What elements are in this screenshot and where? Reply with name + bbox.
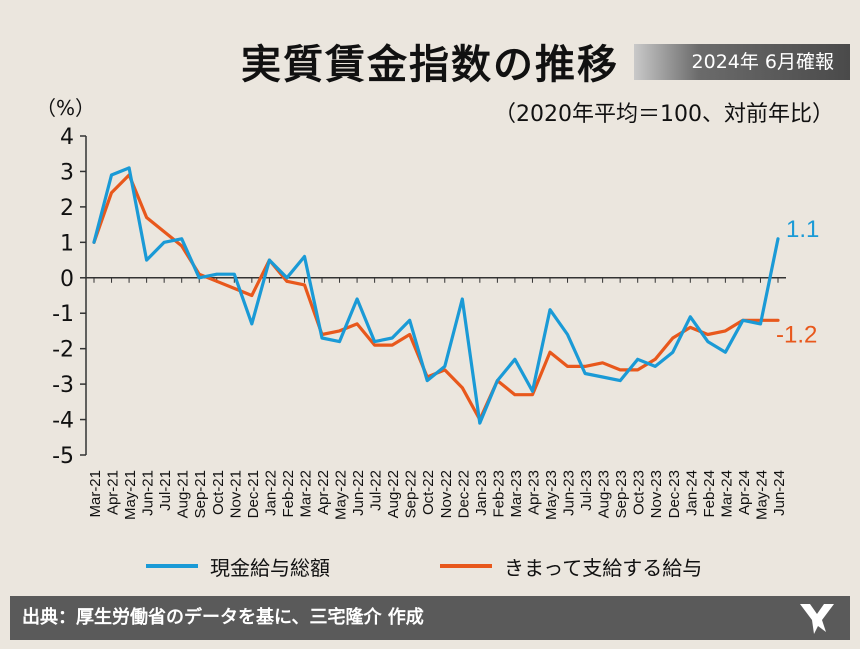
y-tick-label: -2 xyxy=(52,338,74,363)
y-tick-label: 0 xyxy=(60,267,74,292)
x-tick-label: Mar-21 xyxy=(87,470,104,518)
x-tick-label: Jul-21 xyxy=(157,470,174,511)
y-tick-label: -4 xyxy=(52,409,74,434)
x-tick-label: Dec-23 xyxy=(666,470,683,518)
x-tick-label: Jan-22 xyxy=(262,470,279,516)
x-tick-label: Jul-22 xyxy=(368,470,385,511)
x-tick-label: Feb-22 xyxy=(280,470,297,518)
x-tick-label: Feb-24 xyxy=(701,470,718,518)
y-tick-label: -3 xyxy=(52,373,74,398)
author-logo-icon xyxy=(800,604,834,634)
x-tick-label: Oct-22 xyxy=(420,470,437,515)
series-line-2 xyxy=(92,173,780,422)
x-tick-label: Jun-24 xyxy=(771,470,788,516)
y-tick-label: 4 xyxy=(60,125,74,150)
legend-label-series1: 現金給与総額 xyxy=(210,555,330,580)
x-tick-label: May-24 xyxy=(753,470,770,520)
y-tick-label: -1 xyxy=(52,302,74,327)
end-label-series1: 1.1 xyxy=(786,216,819,243)
x-tick-label: Sep-21 xyxy=(192,470,209,518)
legend-item-series2: きまって支給する給与 xyxy=(440,552,702,580)
x-tick-label: Apr-21 xyxy=(105,470,122,515)
y-tick-label: -5 xyxy=(52,444,74,469)
legend-swatch-series1 xyxy=(146,564,198,568)
date-badge: 2024年 6月確報 xyxy=(634,44,850,80)
x-tick-label: Apr-23 xyxy=(525,470,542,515)
x-tick-label: Mar-22 xyxy=(297,470,314,518)
x-tick-label: Oct-23 xyxy=(631,470,648,515)
x-tick-label: May-22 xyxy=(333,470,350,520)
x-tick-label: Nov-22 xyxy=(438,470,455,518)
x-tick-label: Aug-22 xyxy=(385,470,402,518)
x-tick-label: Jan-23 xyxy=(473,470,490,516)
x-tick-label: Jun-23 xyxy=(561,470,578,516)
y-tick-label: 3 xyxy=(60,160,74,185)
x-tick-label: Nov-21 xyxy=(227,470,244,518)
y-axis-unit: （%） xyxy=(36,96,96,120)
end-label-series2: -1.2 xyxy=(776,321,817,348)
legend-label-series2: きまって支給する給与 xyxy=(504,555,703,580)
x-tick-label: May-23 xyxy=(543,470,560,520)
chart-title: 実質賃金指数の推移 xyxy=(241,42,619,88)
y-tick-label: 1 xyxy=(60,231,74,256)
x-tick-label: Oct-21 xyxy=(210,470,227,515)
x-tick-label: Dec-21 xyxy=(245,470,262,518)
x-tick-label: Feb-23 xyxy=(490,470,507,518)
x-tick-label: Apr-22 xyxy=(315,470,332,515)
x-tick-label: Sep-23 xyxy=(613,470,630,518)
series-line-1 xyxy=(92,166,780,425)
legend-swatch-series2 xyxy=(440,564,492,568)
x-tick-label: Mar-24 xyxy=(718,470,735,518)
x-tick-label: May-21 xyxy=(122,470,139,520)
x-tick-label: Aug-21 xyxy=(175,470,192,518)
x-tick-label: Dec-22 xyxy=(455,470,472,518)
source-text: 出典：厚生労働省のデータを基に、三宅隆介 作成 xyxy=(22,607,424,628)
x-tick-label: Jun-22 xyxy=(350,470,367,516)
x-tick-label: Jul-23 xyxy=(578,470,595,511)
legend-item-series1: 現金給与総額 xyxy=(146,552,330,580)
y-tick-label: 2 xyxy=(60,196,74,221)
x-tick-label: Sep-22 xyxy=(403,470,420,518)
x-tick-label: Nov-23 xyxy=(648,470,665,518)
x-tick-label: Jan-24 xyxy=(683,470,700,516)
chart-subtitle: （2020年平均＝100、対前年比） xyxy=(494,102,834,127)
x-tick-label: Jun-21 xyxy=(140,470,157,516)
x-tick-label: Apr-24 xyxy=(736,470,753,515)
x-tick-label: Mar-23 xyxy=(508,470,525,518)
x-tick-label: Aug-23 xyxy=(596,470,613,518)
source-footer: 出典：厚生労働省のデータを基に、三宅隆介 作成 xyxy=(10,596,850,640)
